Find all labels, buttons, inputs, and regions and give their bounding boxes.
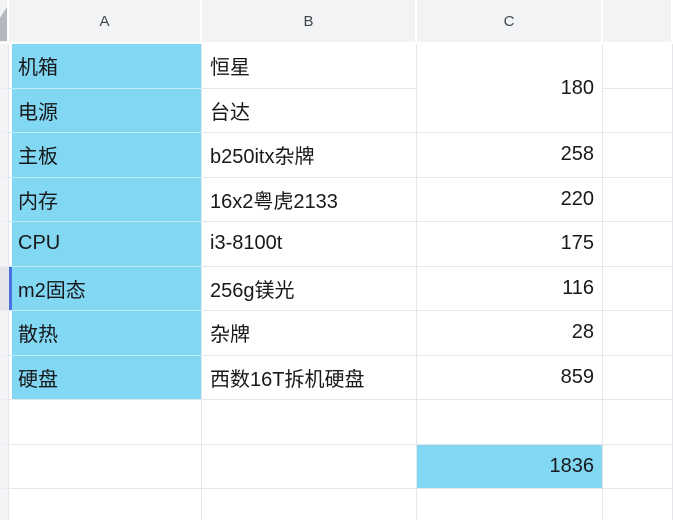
cell-c3-price[interactable]: 258	[417, 133, 603, 178]
cell-b3-item[interactable]: b250itx杂牌	[202, 133, 417, 178]
cell-b6-item[interactable]: 256g镁光	[202, 266, 417, 311]
cell-d6[interactable]	[603, 266, 673, 311]
cell-b8-item[interactable]: 西数16T拆机硬盘	[202, 355, 417, 400]
cell-c11[interactable]	[417, 489, 603, 520]
cell-c5-price[interactable]: 175	[417, 222, 603, 267]
cell-c9[interactable]	[417, 400, 603, 445]
row-header-strip[interactable]	[0, 88, 9, 133]
row-header-strip[interactable]	[0, 222, 9, 267]
cell-a3-label[interactable]: 主板	[9, 133, 202, 178]
cell-b5-item[interactable]: i3-8100t	[202, 222, 417, 267]
cell-a4-label[interactable]: 内存	[9, 177, 202, 222]
cell-d1[interactable]	[603, 44, 673, 89]
row-header-strip-selected[interactable]	[0, 266, 9, 311]
cell-b7-item[interactable]: 杂牌	[202, 311, 417, 356]
row-header-strip[interactable]	[0, 444, 9, 489]
cell-d2[interactable]	[603, 88, 673, 133]
row-header-strip[interactable]	[0, 44, 9, 89]
cell-a5-label[interactable]: CPU	[9, 222, 202, 267]
cell-a6-label-selected[interactable]: m2固态	[9, 266, 202, 311]
row-header-strip[interactable]	[0, 311, 9, 356]
cell-a1-label[interactable]: 机箱	[9, 44, 202, 89]
cell-b9[interactable]	[202, 400, 417, 445]
cell-d9[interactable]	[603, 400, 673, 445]
select-all-corner[interactable]	[0, 0, 9, 44]
cell-c8-price[interactable]: 859	[417, 355, 603, 400]
cell-c1-c2-merged-price[interactable]: 180	[417, 44, 603, 133]
column-header-a[interactable]: A	[9, 0, 202, 44]
row-header-strip[interactable]	[0, 133, 9, 178]
cell-a8-label[interactable]: 硬盘	[9, 355, 202, 400]
cell-a2-label[interactable]: 电源	[9, 88, 202, 133]
select-all-triangle-icon	[0, 7, 7, 41]
cell-b1-item[interactable]: 恒星	[202, 44, 417, 89]
row-header-strip[interactable]	[0, 489, 9, 520]
row-header-strip[interactable]	[0, 355, 9, 400]
cell-b10[interactable]	[202, 444, 417, 489]
row-header-strip[interactable]	[0, 400, 9, 445]
cell-b11[interactable]	[202, 489, 417, 520]
cell-c6-price[interactable]: 116	[417, 266, 603, 311]
cell-b4-item[interactable]: 16x2粤虎2133	[202, 177, 417, 222]
cell-c4-price[interactable]: 220	[417, 177, 603, 222]
cell-d3[interactable]	[603, 133, 673, 178]
cell-a10[interactable]	[9, 444, 202, 489]
cell-d8[interactable]	[603, 355, 673, 400]
cell-d4[interactable]	[603, 177, 673, 222]
cell-d5[interactable]	[603, 222, 673, 267]
cell-c7-price[interactable]: 28	[417, 311, 603, 356]
cell-b2-item[interactable]: 台达	[202, 88, 417, 133]
row-header-strip[interactable]	[0, 177, 9, 222]
cell-a7-label[interactable]: 散热	[9, 311, 202, 356]
cell-a9[interactable]	[9, 400, 202, 445]
cell-d10[interactable]	[603, 444, 673, 489]
cell-d7[interactable]	[603, 311, 673, 356]
cell-d11[interactable]	[603, 489, 673, 520]
column-header-d[interactable]	[603, 0, 673, 44]
column-header-c[interactable]: C	[417, 0, 603, 44]
column-header-b[interactable]: B	[202, 0, 417, 44]
cell-a11[interactable]	[9, 489, 202, 520]
cell-c10-total[interactable]: 1836	[417, 444, 603, 489]
